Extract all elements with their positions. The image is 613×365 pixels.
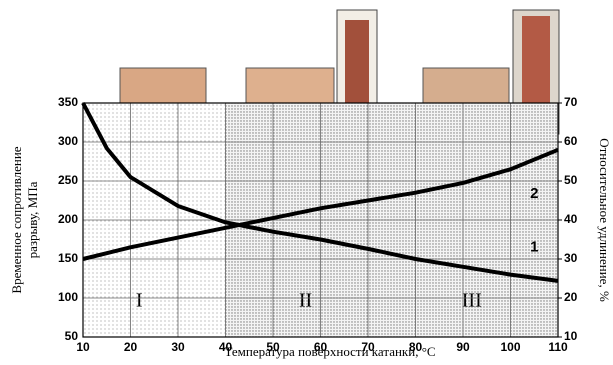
y-axis-label: Временное сопротивление <box>9 146 24 293</box>
y2-tick-label: 50 <box>564 173 578 187</box>
curve-label: 2 <box>530 185 538 202</box>
y2-tick-label: 20 <box>564 290 578 304</box>
x-tick-label: 100 <box>500 340 520 354</box>
y-axis-label: разрыву, МПа <box>25 181 40 258</box>
y2-tick-label: 40 <box>564 212 578 226</box>
y-tick-label: 200 <box>58 212 78 226</box>
x-tick-label: 40 <box>219 340 233 354</box>
x-tick-label: 10 <box>76 340 90 354</box>
y2-tick-label: 70 <box>564 95 578 109</box>
chart: Температура поверхности катанки, °С Врем… <box>0 0 613 360</box>
x-tick-label: 90 <box>456 340 470 354</box>
x-tick-label: 50 <box>266 340 280 354</box>
y-tick-label: 150 <box>58 251 78 265</box>
y2-tick-label: 10 <box>564 329 578 343</box>
y2-axis-label: Относительное удлинение, % <box>597 138 612 302</box>
y2-tick-label: 60 <box>564 134 578 148</box>
y-tick-label: 100 <box>58 290 78 304</box>
zone-label: III <box>462 290 482 312</box>
y-tick-label: 250 <box>58 173 78 187</box>
x-tick-label: 30 <box>171 340 185 354</box>
x-tick-label: 70 <box>361 340 375 354</box>
x-axis-label: Температура поверхности катанки, °С <box>224 344 435 359</box>
y-tick-label: 350 <box>58 95 78 109</box>
zone-label: I <box>136 290 143 312</box>
curve-label: 1 <box>530 238 538 255</box>
zone-label: II <box>299 290 312 312</box>
x-tick-label: 60 <box>314 340 328 354</box>
y-tick-label: 50 <box>65 329 79 343</box>
x-tick-label: 20 <box>124 340 138 354</box>
y-tick-label: 300 <box>58 134 78 148</box>
y2-tick-label: 30 <box>564 251 578 265</box>
x-tick-label: 80 <box>409 340 423 354</box>
